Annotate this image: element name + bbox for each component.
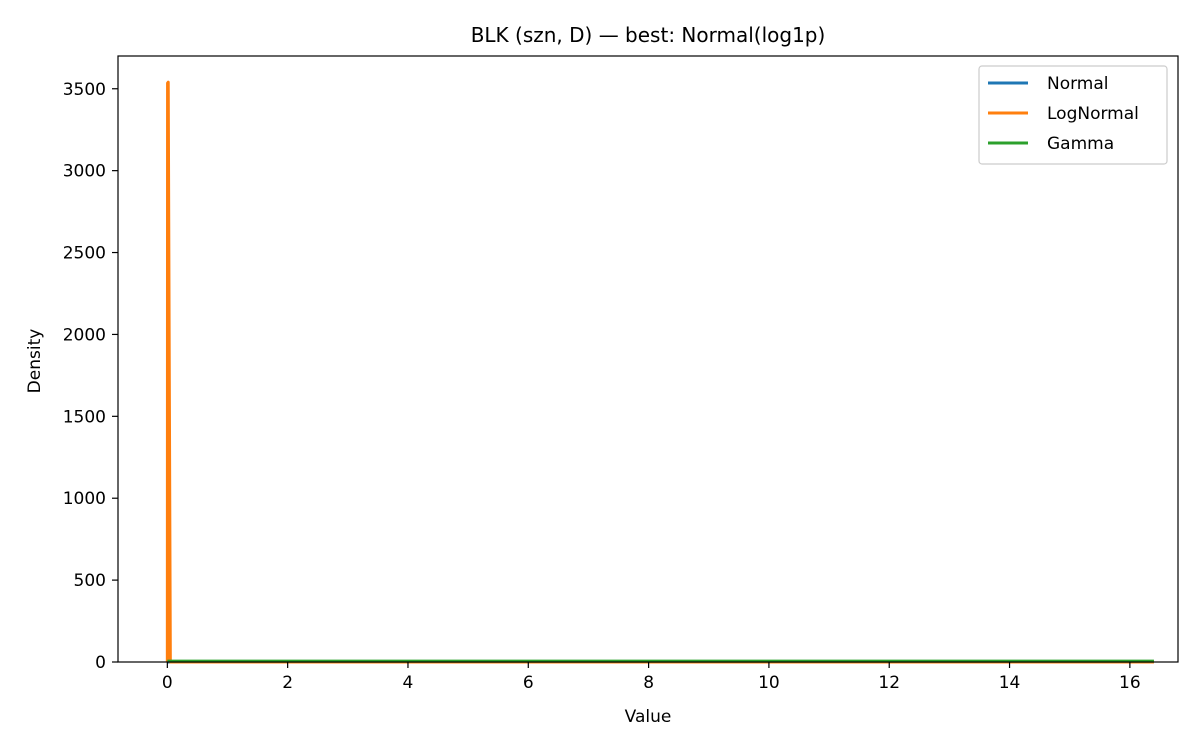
- legend-label: Normal: [1047, 74, 1109, 94]
- y-tick-label: 3500: [63, 80, 106, 100]
- y-tick-label: 1500: [63, 407, 106, 427]
- x-tick-label: 4: [403, 673, 414, 693]
- x-tick-label: 2: [282, 673, 293, 693]
- y-tick-label: 2500: [63, 244, 106, 264]
- y-tick-label: 2000: [63, 325, 106, 345]
- x-tick-label: 10: [758, 673, 780, 693]
- x-tick-label: 14: [999, 673, 1021, 693]
- x-axis-label: Value: [625, 707, 672, 727]
- y-tick-label: 3000: [63, 162, 106, 182]
- y-tick-label: 1000: [63, 489, 106, 509]
- legend-box: [978, 65, 1168, 165]
- plot-frame: [117, 55, 1179, 663]
- y-tick-label: 0: [95, 653, 106, 673]
- x-axis: 0 2 4 6 8 10 12 14 16: [162, 662, 1141, 693]
- legend-label: LogNormal: [1047, 104, 1139, 124]
- x-tick-label: 8: [643, 673, 654, 693]
- x-tick-label: 6: [523, 673, 534, 693]
- legend-label: Gamma: [1047, 134, 1114, 154]
- y-axis: 0 500 1000 1500 2000 2500 3000 3500: [63, 80, 118, 673]
- legend: Normal LogNormal Gamma: [978, 65, 1168, 165]
- x-tick-label: 0: [162, 673, 173, 693]
- y-axis-label: Density: [25, 329, 45, 394]
- y-tick-label: 500: [74, 571, 106, 591]
- x-tick-label: 16: [1119, 673, 1141, 693]
- chart-title: BLK (szn, D) — best: Normal(log1p): [471, 23, 826, 47]
- x-tick-label: 12: [878, 673, 900, 693]
